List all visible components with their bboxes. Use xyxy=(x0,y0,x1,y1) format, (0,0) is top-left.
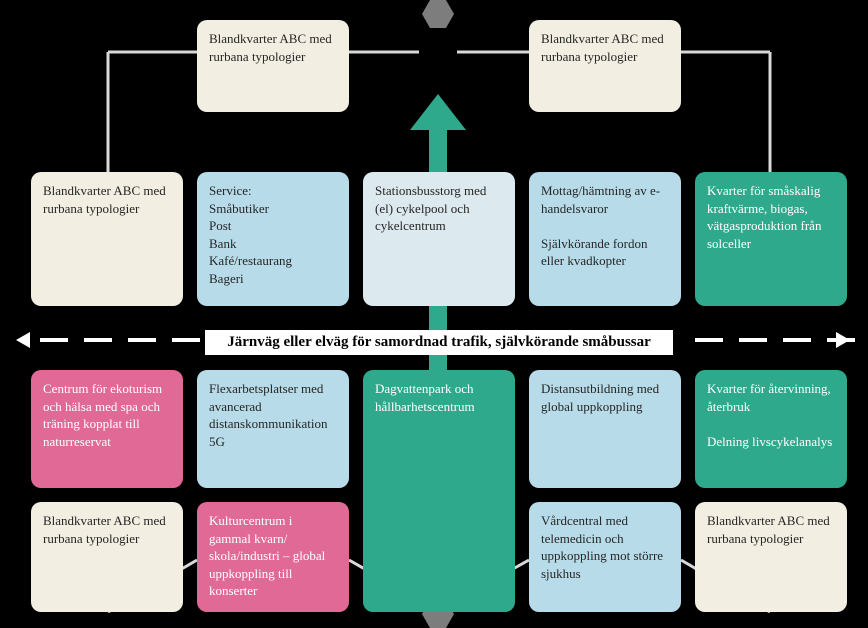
box-r2c2: Service:SmåbutikerPostBankKafé/restauran… xyxy=(197,172,349,306)
box-r2c1: Blandkvarter ABC med rurbana typologier xyxy=(31,172,183,306)
axis-dash xyxy=(84,338,112,342)
box-r1c4: Blandkvarter ABC med rurbana typologier xyxy=(529,20,681,112)
axis-dash xyxy=(172,338,200,342)
box-r4c1: Blandkvarter ABC med rurbana typologier xyxy=(31,502,183,612)
arrow-up-icon xyxy=(410,94,466,130)
box-r2c3: Stationsbusstorg med (el) cykelpool och … xyxy=(363,172,515,306)
box-r3c2: Flexarbetsplatser med avancerad distansk… xyxy=(197,370,349,488)
box-r3c1: Centrum för ekoturism och hälsa med spa … xyxy=(31,370,183,488)
axis-dash xyxy=(128,338,156,342)
axis-dash xyxy=(695,338,723,342)
axis-dash xyxy=(783,338,811,342)
box-r3c4: Distansutbildning med global uppkoppling xyxy=(529,370,681,488)
arrow-right-icon xyxy=(836,332,850,348)
arrow-left-icon xyxy=(16,332,30,348)
box-r3c3: Dagvattenpark och hållbarhetscentrum xyxy=(363,370,515,612)
box-r4c4: Vårdcentral med telemedicin och uppkoppl… xyxy=(529,502,681,612)
box-r2c4: Mottag/hämtning av e-handelsvarorSjälvkö… xyxy=(529,172,681,306)
axis-dash xyxy=(40,338,68,342)
box-r1c2: Blandkvarter ABC med rurbana typologier xyxy=(197,20,349,112)
box-r3c5: Kvarter för återvinning, återbrukDelning… xyxy=(695,370,847,488)
box-r2c5: Kvarter för småskalig kraftvärme, biogas… xyxy=(695,172,847,306)
axis-dash xyxy=(739,338,767,342)
box-r4c2: Kulturcentrum i gammal kvarn/ skola/indu… xyxy=(197,502,349,612)
box-r4c5: Blandkvarter ABC med rurbana typologier xyxy=(695,502,847,612)
axis-banner: Järnväg eller elväg för samordnad trafik… xyxy=(205,330,673,355)
